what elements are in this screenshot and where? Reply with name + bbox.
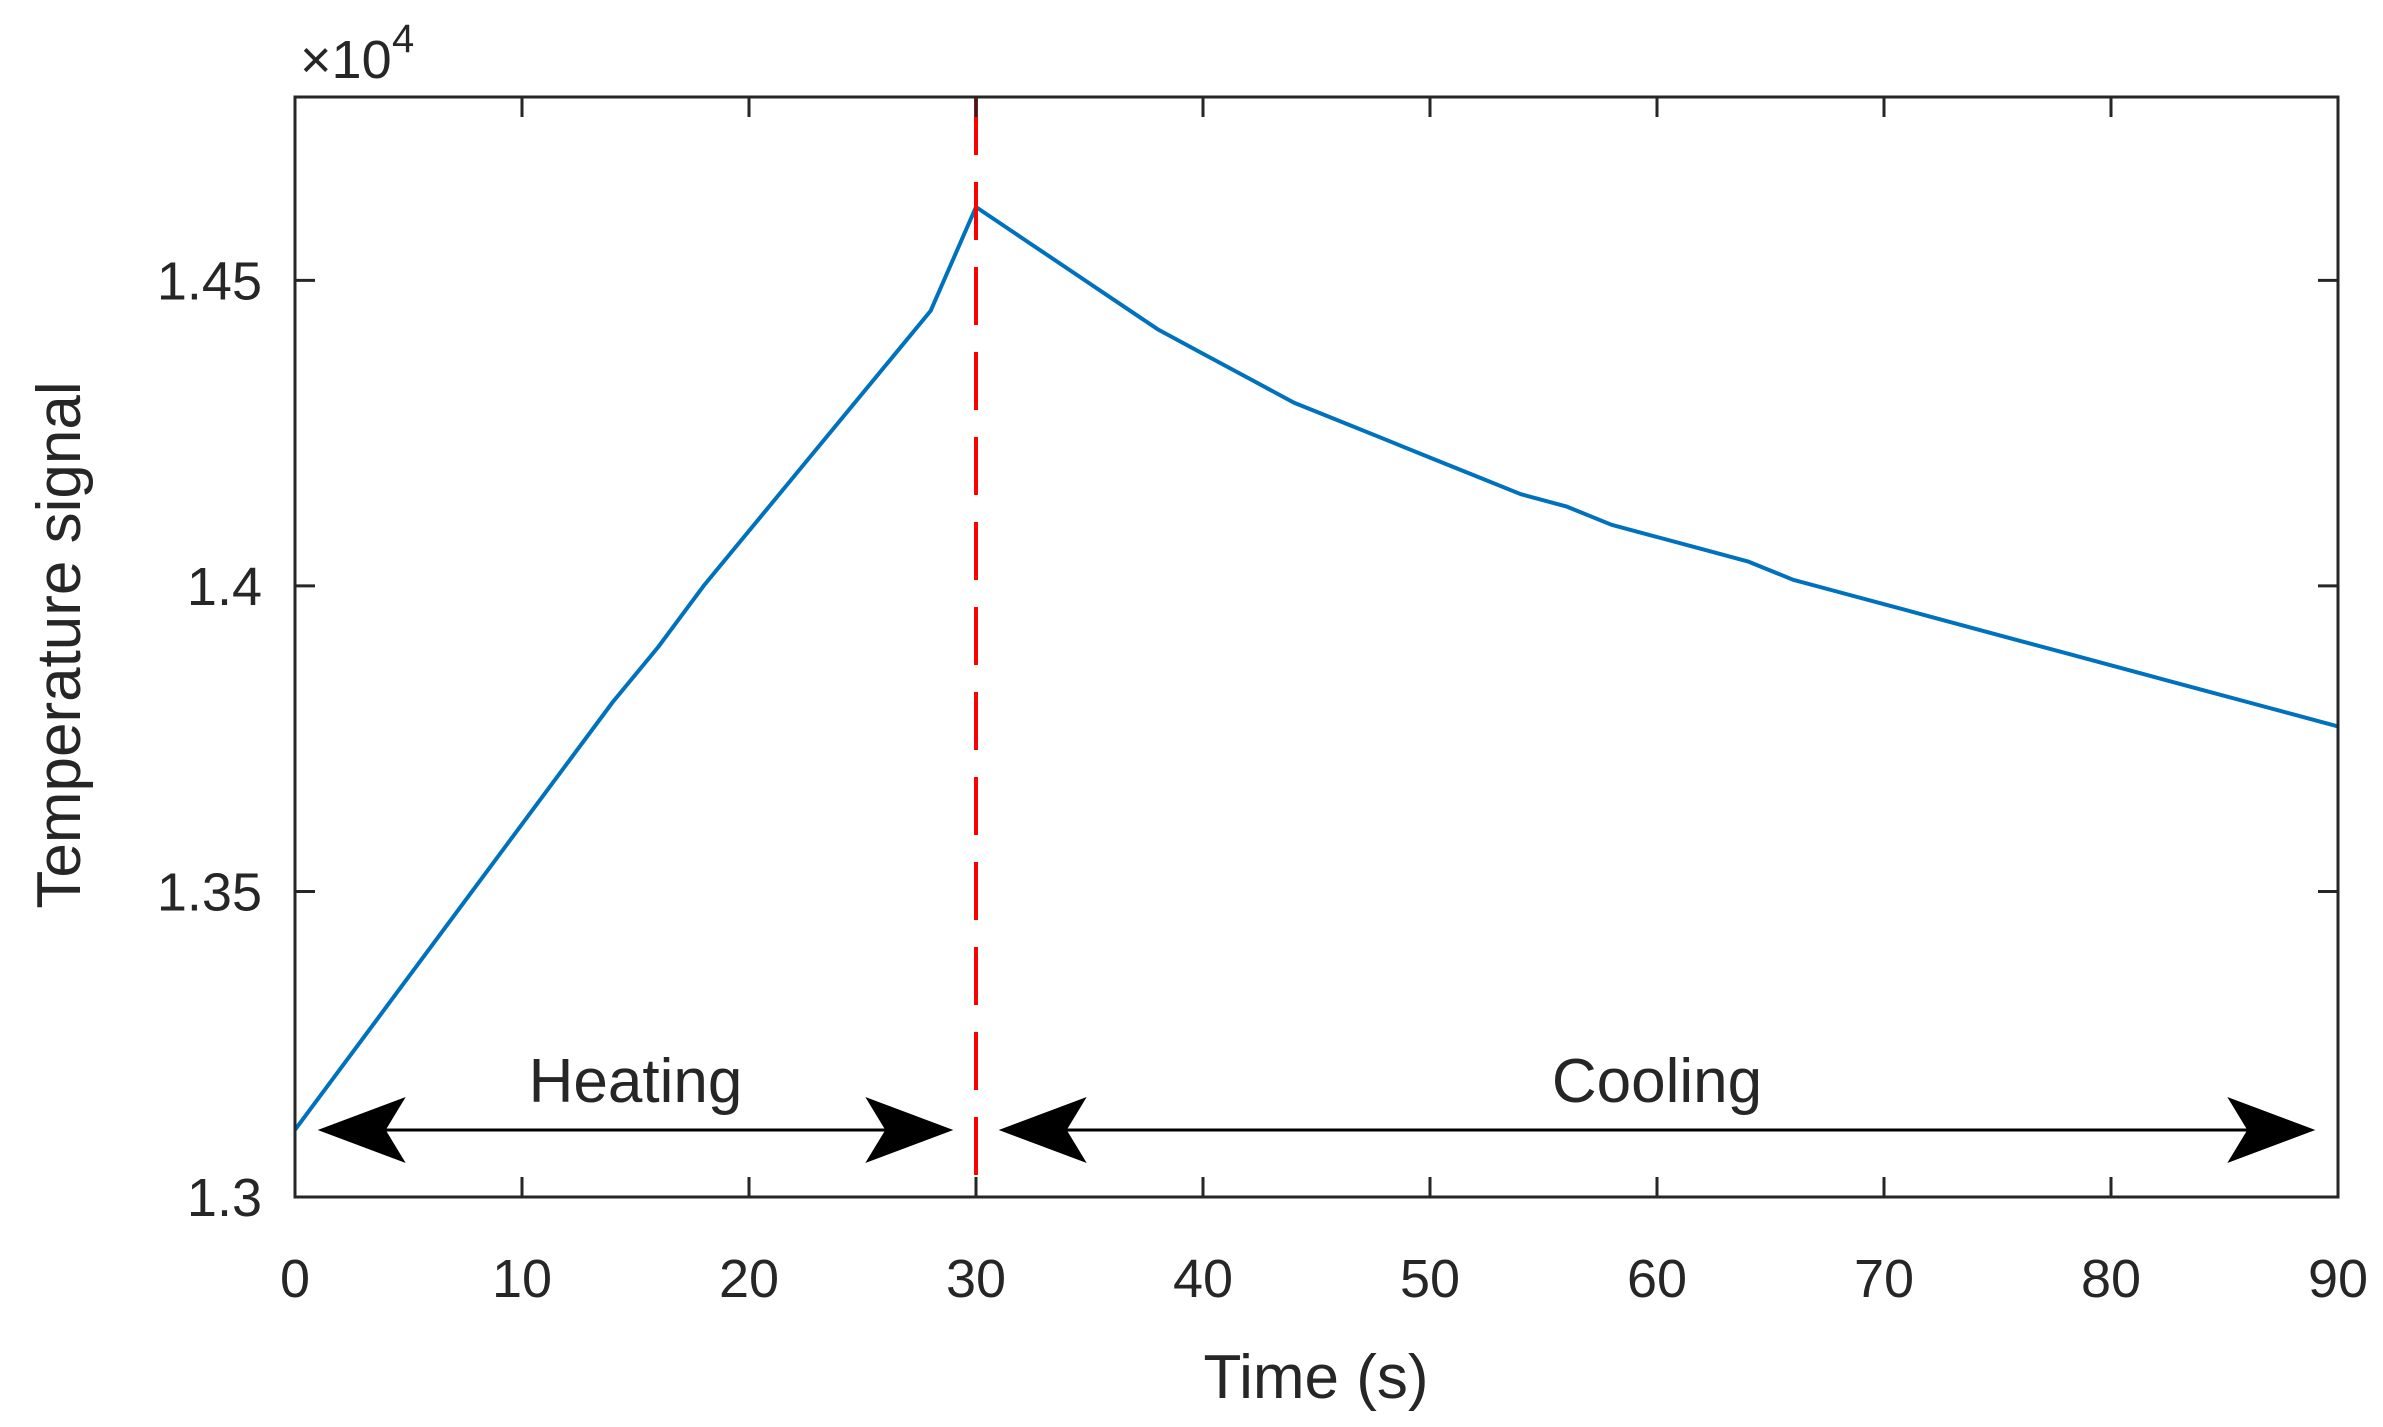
arrow-head-left [998,1097,1087,1163]
tick-layer: 0 10 20 30 40 50 60 70 80 90 1.3 1.35 1.4 1.45 [157,97,2368,1309]
arrow-head-left [317,1097,406,1163]
x-axis-label: Time (s) [1204,1343,1429,1412]
annotation-label: Heating [529,1047,743,1116]
y-axis-label: Temperature signal [25,381,94,908]
y-tick-label: 1.3 [187,1168,262,1228]
x-tick-label: 50 [1400,1249,1460,1309]
y-tick-label: 1.45 [157,251,262,311]
y-tick-label: 1.35 [157,862,262,922]
arrow-head-right [865,1097,954,1163]
x-tick-label: 20 [719,1249,779,1309]
arrow-head-right [2227,1097,2316,1163]
y-exponent-power: 4 [392,17,414,61]
axes-box [293,95,2340,1199]
x-tick-label: 70 [1854,1249,1914,1309]
x-tick-label: 0 [280,1249,310,1309]
annotation-heating: Heating [317,1047,954,1163]
y-exponent-base: ×10 [300,30,392,90]
y-exponent: ×10 4 [300,17,414,90]
y-tick-label: 1.4 [187,557,262,617]
x-tick-label: 30 [946,1249,1006,1309]
x-tick-label: 60 [1627,1249,1687,1309]
annotation-label: Cooling [1552,1047,1762,1116]
annotation-cooling: Cooling [998,1047,2316,1163]
x-tick-label: 10 [492,1249,552,1309]
series-layer [293,205,2339,1131]
x-tick-label: 40 [1173,1249,1233,1309]
annotation-layer: Heating Cooling [317,1047,2316,1163]
series-line-0 [293,205,2339,1131]
x-tick-label: 90 [2308,1249,2368,1309]
x-tick-label: 80 [2081,1249,2141,1309]
